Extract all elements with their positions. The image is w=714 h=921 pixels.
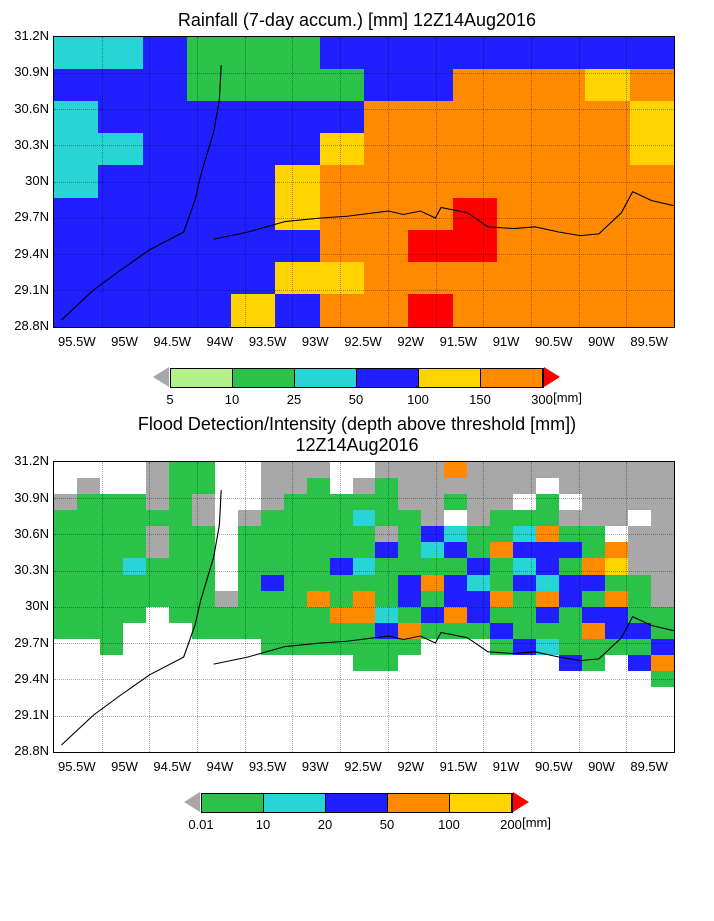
x-tick-label: 92W xyxy=(397,334,424,349)
colorbar-label: 50 xyxy=(349,392,363,407)
x-tick-label: 90W xyxy=(588,759,615,774)
colorbar-label: 200 xyxy=(500,817,522,832)
flood-colorbar-wrap: 0.01 10 20 50 100 200[mm] xyxy=(10,793,704,831)
colorbar-label: 0.01 xyxy=(188,817,213,832)
colorbar-label: 20 xyxy=(318,817,332,832)
colorbar-box xyxy=(295,369,357,387)
colorbar-unit: [mm] xyxy=(553,390,582,405)
x-tick-label: 90.5W xyxy=(535,759,573,774)
colorbar-box xyxy=(481,369,543,387)
x-tick-label: 89.5W xyxy=(630,334,668,349)
flood-plot-wrap: 31.2N30.9N30.6N30.3N30N29.7N29.4N29.1N28… xyxy=(10,461,704,753)
colorbar-label: 10 xyxy=(225,392,239,407)
rainfall-y-axis: 31.2N30.9N30.6N30.3N30N29.7N29.4N29.1N28… xyxy=(10,36,53,326)
x-tick-label: 92.5W xyxy=(344,334,382,349)
x-tick-label: 93W xyxy=(302,759,329,774)
rainfall-colorbar-wrap: 5 10 25 50 100 150 300[mm] xyxy=(10,368,704,406)
x-tick-label: 94W xyxy=(207,759,234,774)
x-tick-label: 94.5W xyxy=(153,759,191,774)
flood-plot xyxy=(53,461,675,753)
colorbar-label: 300 xyxy=(531,392,553,407)
x-tick-label: 94W xyxy=(207,334,234,349)
x-tick-label: 89.5W xyxy=(630,759,668,774)
colorbar-box xyxy=(326,794,388,812)
flood-colorbar: 0.01102050100200[mm] xyxy=(201,793,513,831)
x-tick-label: 93.5W xyxy=(249,759,287,774)
rainfall-colorbar: 5102550100150300[mm] xyxy=(170,368,544,406)
colorbar-box xyxy=(202,794,264,812)
colorbar-box xyxy=(264,794,326,812)
flood-x-axis: 95.5W 95W 94.5W 94W 93.5W 93W 92.5W 92W 91.5W 91W… xyxy=(53,759,673,775)
x-tick-label: 95.5W xyxy=(58,334,96,349)
x-tick-label: 92.5W xyxy=(344,759,382,774)
x-tick-label: 90.5W xyxy=(535,334,573,349)
colorbar-label: 100 xyxy=(407,392,429,407)
x-tick-label: 91W xyxy=(493,334,520,349)
colorbar-box xyxy=(171,369,233,387)
rainfall-x-axis: 95.5W 95W 94.5W 94W 93.5W 93W 92.5W 92W 91.5W 91W… xyxy=(53,334,673,350)
flood-title: Flood Detection/Intensity (depth above t… xyxy=(10,414,704,457)
rainfall-plot-wrap: 31.2N30.9N30.6N30.3N30N29.7N29.4N29.1N28… xyxy=(10,36,704,328)
colorbar-label: 5 xyxy=(166,392,173,407)
colorbar-label: 50 xyxy=(380,817,394,832)
x-tick-label: 90W xyxy=(588,334,615,349)
colorbar-box xyxy=(450,794,512,812)
x-tick-label: 95.5W xyxy=(58,759,96,774)
x-tick-label: 91W xyxy=(493,759,520,774)
colorbar-label: 100 xyxy=(438,817,460,832)
x-tick-label: 95W xyxy=(111,759,138,774)
x-tick-label: 94.5W xyxy=(153,334,191,349)
x-tick-label: 93W xyxy=(302,334,329,349)
rainfall-coastline xyxy=(54,37,674,327)
x-tick-label: 95W xyxy=(111,334,138,349)
colorbar-label: 25 xyxy=(287,392,301,407)
colorbar-label: 10 xyxy=(256,817,270,832)
x-tick-label: 91.5W xyxy=(440,759,478,774)
x-tick-label: 91.5W xyxy=(440,334,478,349)
rainfall-panel: Rainfall (7-day accum.) [mm] 12Z14Aug201… xyxy=(10,10,704,406)
rainfall-title: Rainfall (7-day accum.) [mm] 12Z14Aug201… xyxy=(10,10,704,32)
colorbar-box xyxy=(233,369,295,387)
x-tick-label: 93.5W xyxy=(249,334,287,349)
rainfall-plot xyxy=(53,36,675,328)
colorbar-box xyxy=(388,794,450,812)
colorbar-label: 150 xyxy=(469,392,491,407)
colorbar-box xyxy=(357,369,419,387)
x-tick-label: 92W xyxy=(397,759,424,774)
flood-coastline xyxy=(54,462,674,752)
colorbar-box xyxy=(419,369,481,387)
flood-panel: Flood Detection/Intensity (depth above t… xyxy=(10,414,704,831)
flood-y-axis: 31.2N30.9N30.6N30.3N30N29.7N29.4N29.1N28… xyxy=(10,461,53,751)
colorbar-unit: [mm] xyxy=(522,815,551,830)
